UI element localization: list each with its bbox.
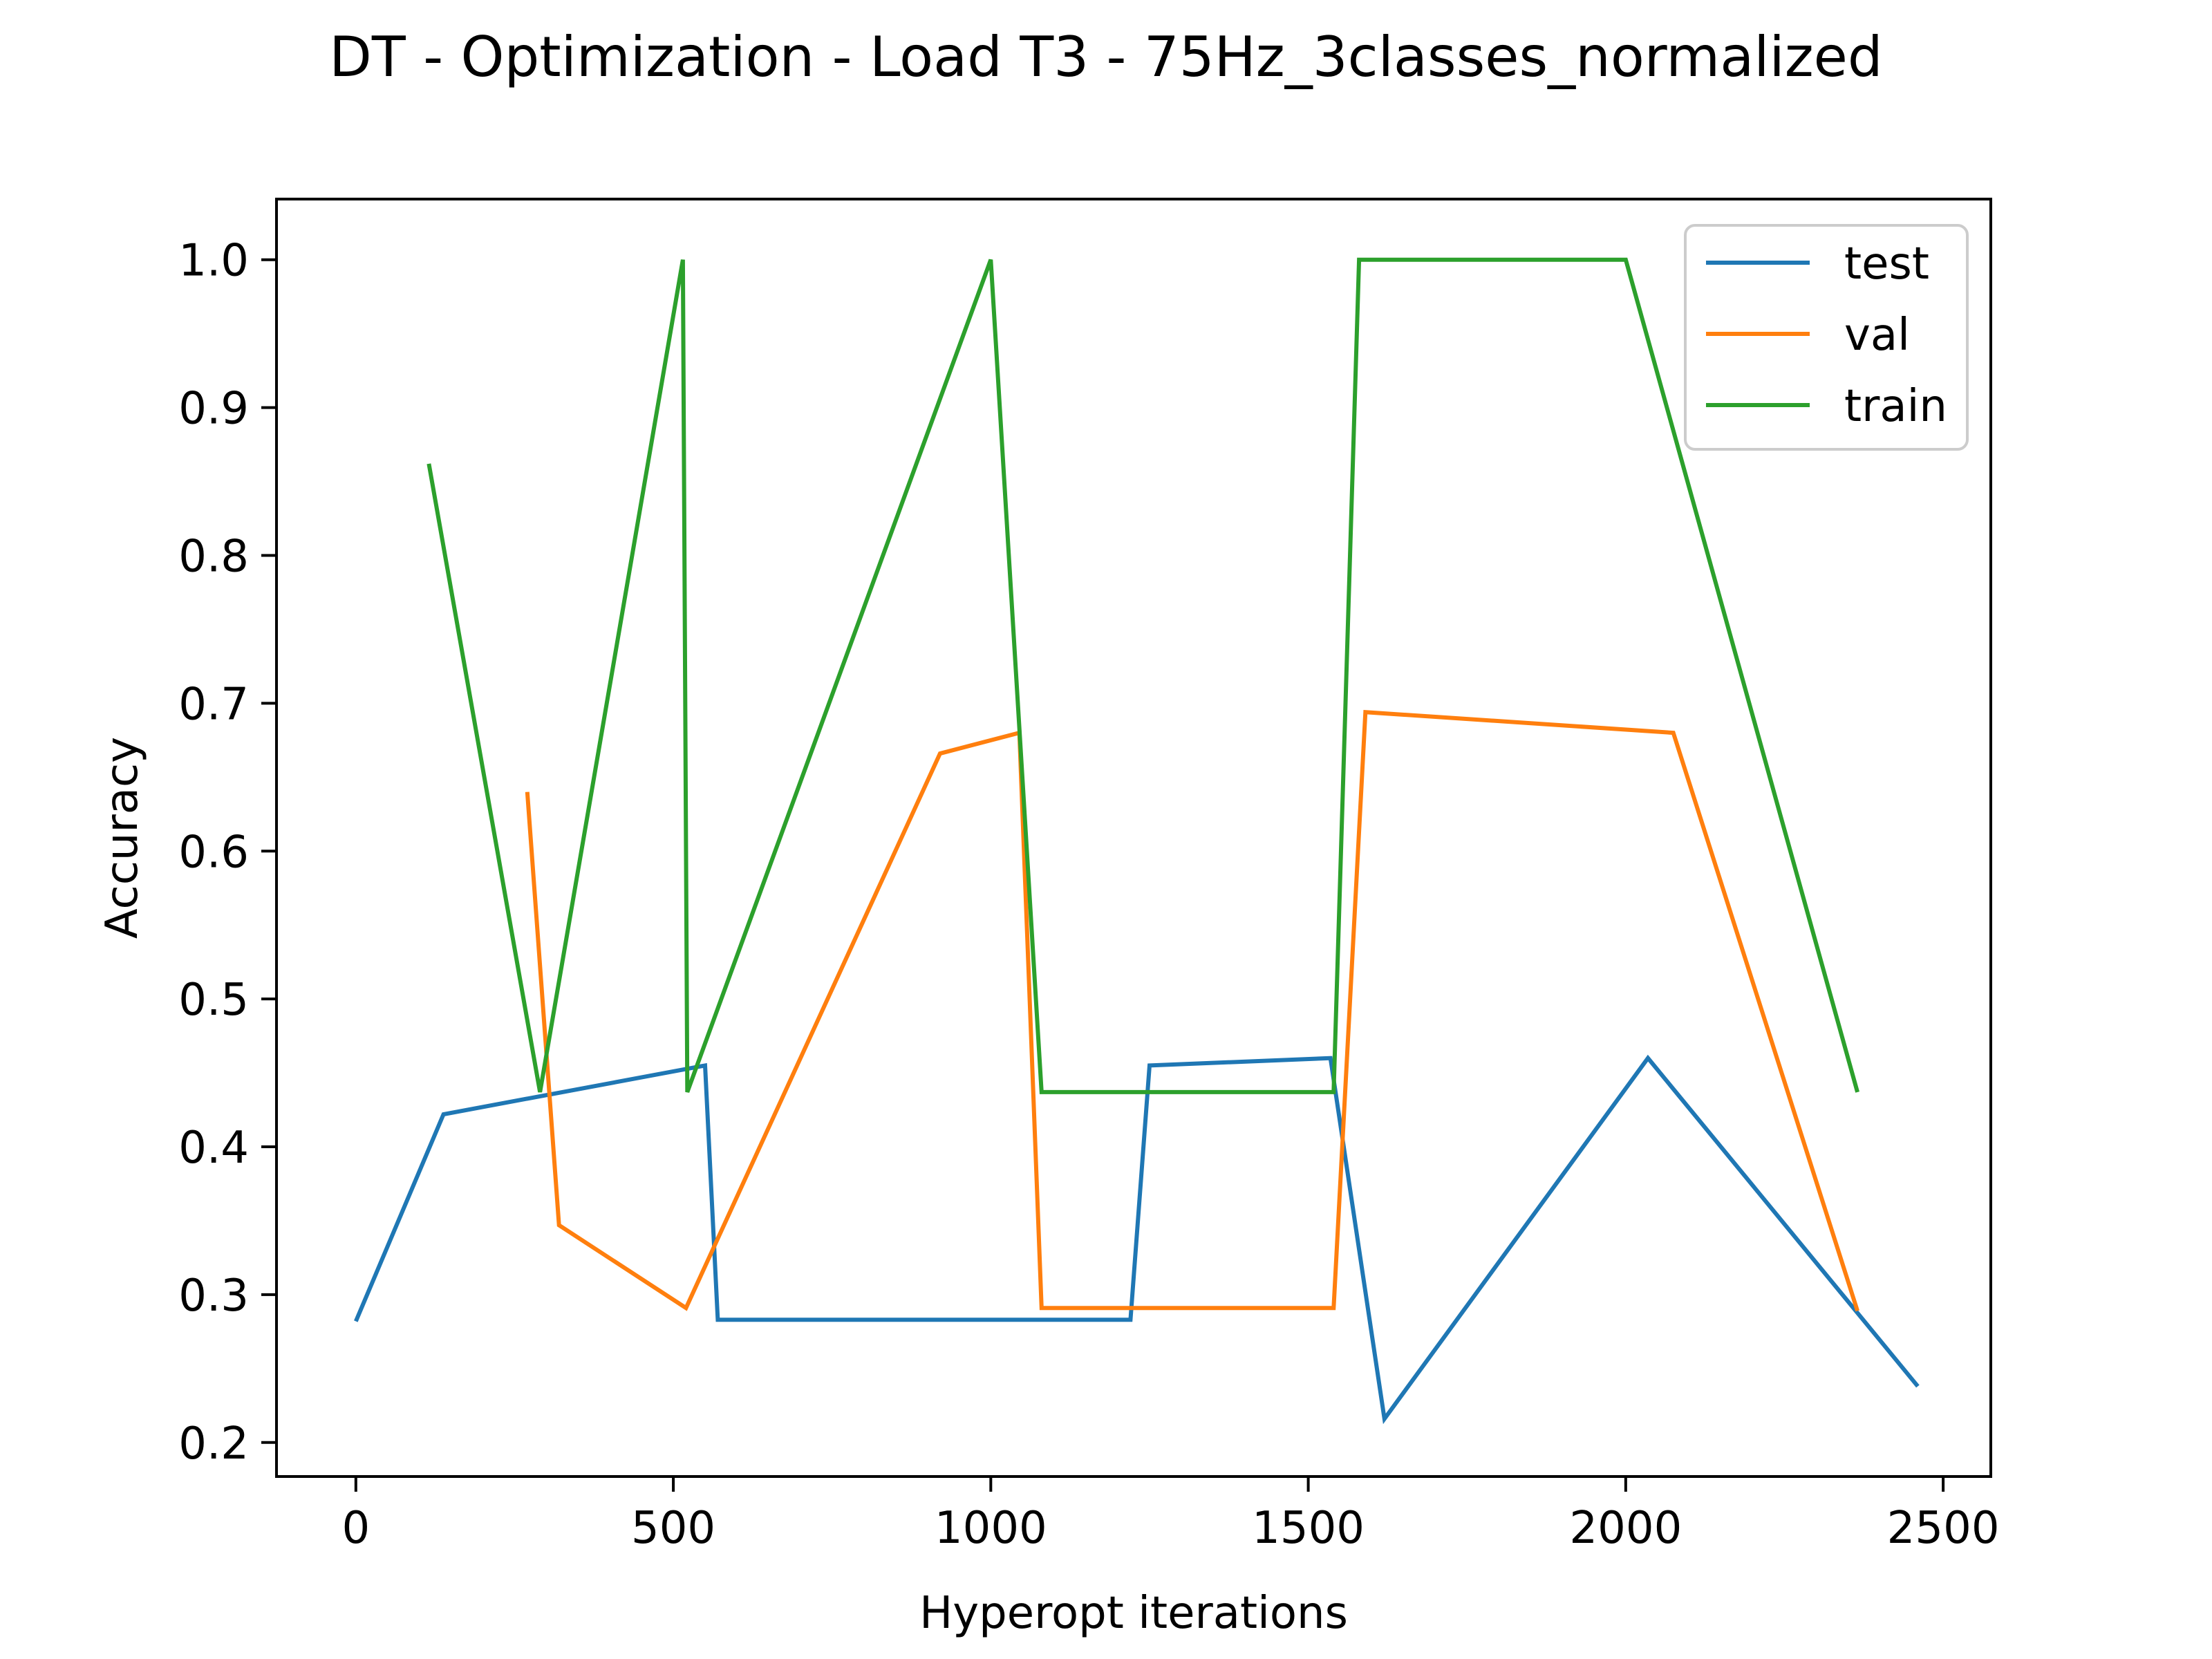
y-tick-label: 0.2 (178, 1418, 249, 1470)
y-tick-label: 0.5 (178, 975, 249, 1026)
x-tick-label: 0 (341, 1503, 370, 1554)
y-tick-label: 1.0 (178, 236, 249, 287)
series-lines (354, 257, 1920, 1425)
legend-frame (1684, 224, 1969, 451)
y-tick-label: 0.8 (178, 531, 249, 582)
x-tick-label: 2000 (1569, 1503, 1682, 1554)
y-axis-label: Accuracy (97, 737, 148, 939)
y-tick-label: 0.9 (178, 384, 249, 435)
x-axis: 0 500 1000 1500 2000 2500 (341, 1477, 2000, 1554)
y-axis: 0.2 0.3 0.4 0.5 0.6 0.7 0.8 0.9 1.0 (178, 236, 276, 1470)
legend-label-val: val (1844, 310, 1910, 361)
chart-title: DT - Optimization - Load T3 - 75Hz_3clas… (329, 25, 1882, 89)
y-tick-label: 0.3 (178, 1271, 249, 1322)
y-tick-label: 0.7 (178, 679, 249, 730)
x-tick-label: 1500 (1252, 1503, 1365, 1554)
legend: test val train (1684, 224, 1969, 451)
series-line-test (354, 1054, 1920, 1425)
y-tick-label: 0.4 (178, 1123, 249, 1174)
series-line-val (525, 710, 1859, 1312)
legend-label-train: train (1844, 381, 1947, 432)
legend-label-test: test (1844, 238, 1929, 290)
x-tick-label: 1000 (935, 1503, 1047, 1554)
plot-frame (275, 198, 1992, 1478)
x-axis-label: Hyperopt iterations (919, 1588, 1348, 1639)
x-tick-label: 2500 (1887, 1503, 2000, 1554)
y-tick-label: 0.6 (178, 827, 249, 878)
series-line-train (427, 257, 1859, 1094)
x-tick-label: 500 (631, 1503, 715, 1554)
